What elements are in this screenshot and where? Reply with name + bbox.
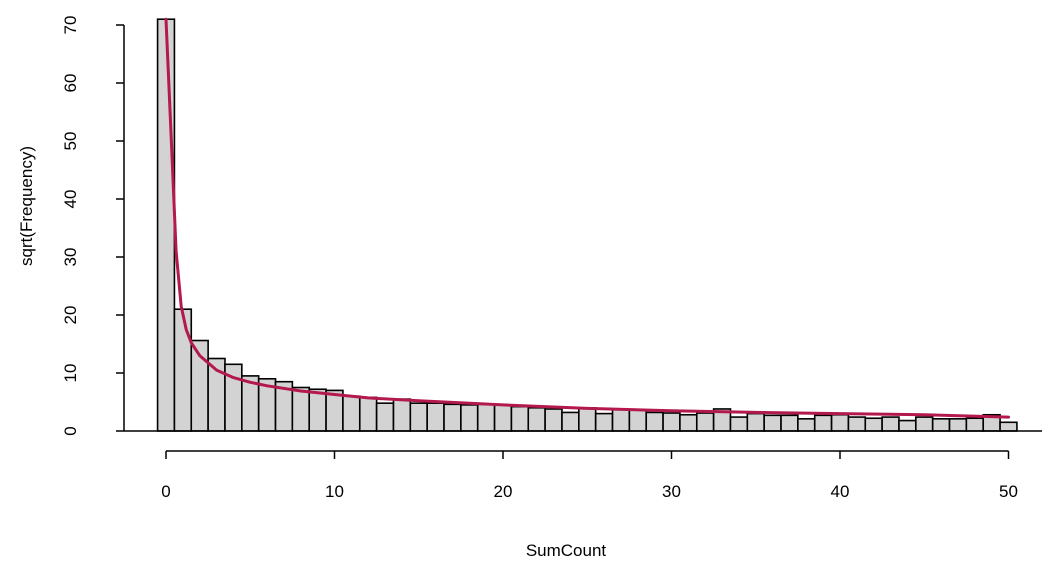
histogram-bar	[813, 414, 833, 432]
y-tick-label: 10	[61, 364, 80, 383]
histogram-bar	[308, 388, 327, 432]
histogram-bar	[628, 409, 648, 432]
histogram-bar	[173, 308, 193, 432]
y-tick-label: 0	[61, 426, 80, 435]
histogram-bar	[493, 404, 513, 432]
histogram-bar	[476, 403, 496, 432]
x-tick-label: 40	[831, 482, 850, 501]
histogram-bar	[561, 411, 580, 432]
histogram-bar	[578, 406, 597, 432]
histogram-bar	[409, 402, 428, 432]
histogram-bar	[527, 406, 546, 432]
histogram-bar	[695, 412, 715, 432]
bars-layer	[156, 18, 1018, 432]
histogram-bar	[342, 395, 361, 432]
y-tick-label: 30	[61, 248, 80, 267]
x-tick-label: 30	[662, 482, 681, 501]
x-tick-label: 20	[494, 482, 513, 501]
histogram-bar	[375, 402, 395, 432]
y-tick-label: 20	[61, 306, 80, 325]
histogram-bar	[426, 402, 445, 432]
histogram-bar	[830, 413, 850, 432]
histogram-bar	[729, 416, 749, 432]
histogram-bar	[358, 396, 378, 432]
histogram-bar	[460, 404, 479, 432]
y-axis-title: sqrt(Frequency)	[17, 146, 36, 266]
y-tick-label: 70	[61, 16, 80, 35]
histogram-bar	[156, 18, 176, 432]
histogram-bar	[965, 417, 985, 432]
histogram-bar	[594, 412, 614, 432]
histogram-bar	[898, 419, 917, 432]
histogram-bar	[931, 418, 951, 432]
fit-line	[164, 17, 1010, 419]
histogram-bar	[881, 416, 900, 432]
histogram-bar	[544, 408, 563, 432]
histogram-bar	[780, 414, 799, 432]
histogram-bar	[510, 405, 530, 432]
y-tick-label: 60	[61, 74, 80, 93]
histogram-bar	[392, 398, 412, 432]
x-tick-label: 10	[325, 482, 344, 501]
histogram-bar	[611, 408, 631, 432]
histogram-bar	[915, 416, 934, 432]
histogram-bar	[797, 418, 816, 432]
histogram-bar	[847, 416, 867, 432]
histogram-bar	[291, 386, 311, 432]
histogram-bar	[746, 412, 765, 432]
histogram-bar	[864, 417, 883, 432]
y-tick-label: 40	[61, 190, 80, 209]
x-axis-ticks: 0 10 20 30 40 50	[161, 451, 1018, 501]
y-tick-label: 50	[61, 132, 80, 151]
y-axis-ticks: 0 10 20 30 40 50 60 70	[61, 16, 124, 436]
histogram-bar	[763, 414, 782, 432]
histogram-bar	[679, 413, 698, 432]
histogram-bar	[645, 411, 664, 432]
histogram-bar	[999, 421, 1018, 432]
x-axis-title: SumCount	[526, 541, 607, 560]
histogram-bar	[948, 418, 968, 432]
x-tick-label: 0	[161, 482, 170, 501]
histogram-bar	[443, 403, 462, 432]
x-tick-label: 50	[999, 482, 1018, 501]
histogram-bar	[662, 412, 681, 432]
